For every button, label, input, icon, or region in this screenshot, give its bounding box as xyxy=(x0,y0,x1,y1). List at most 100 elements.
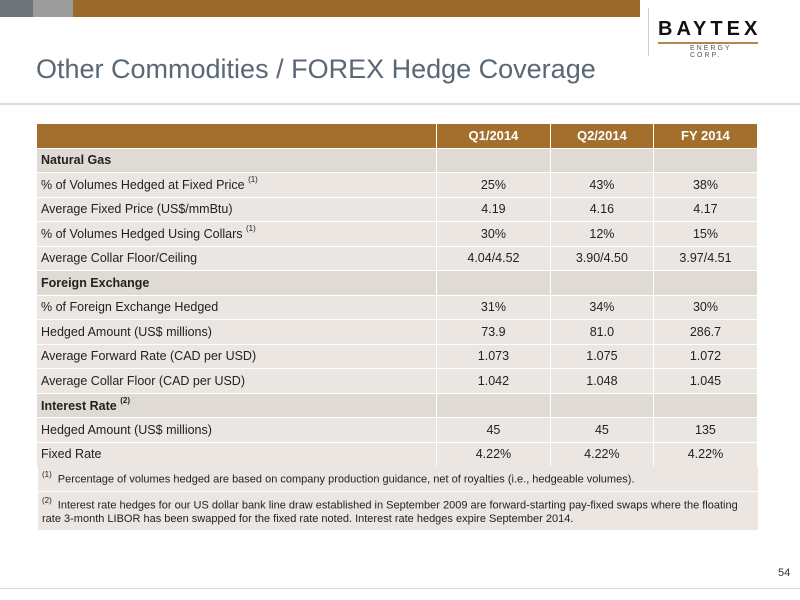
table-row: Average Collar Floor (CAD per USD) 1.042 1… xyxy=(35,368,759,394)
row-label: Average Fixed Price (US$/mmBtu) xyxy=(35,196,438,222)
value-cell: 73.9 xyxy=(436,319,551,345)
footnote-ref: (1) xyxy=(245,224,256,234)
page-title: Other Commodities / FOREX Hedge Coverage xyxy=(36,54,596,84)
value-cell xyxy=(652,270,759,296)
row-label: Average Forward Rate (CAD per USD) xyxy=(35,343,438,369)
row-label-text: Average Collar Floor (CAD per USD) xyxy=(41,373,245,388)
value-cell: 30% xyxy=(436,221,551,247)
table-row: % of Foreign Exchange Hedged 31% 34% 30% xyxy=(35,294,759,320)
value-cell: 30% xyxy=(652,294,759,320)
table-section-row: Foreign Exchange xyxy=(35,270,759,296)
banner-block-dark xyxy=(0,0,33,17)
value-cell: 4.17 xyxy=(652,196,759,222)
value-cell: 1.048 xyxy=(549,368,654,394)
table-section-row: Natural Gas xyxy=(35,147,759,173)
value-cell: 34% xyxy=(549,294,654,320)
value-cell xyxy=(436,392,551,418)
top-banner xyxy=(0,0,640,17)
value-cell: 12% xyxy=(549,221,654,247)
value-cell: 3.90/4.50 xyxy=(549,245,654,271)
value-cell: 4.04/4.52 xyxy=(436,245,551,271)
row-label-text: Foreign Exchange xyxy=(41,275,150,290)
value-cell: 38% xyxy=(652,172,759,198)
value-cell: 4.22% xyxy=(652,441,759,467)
table-header-row: Q1/2014 Q2/2014 FY 2014 xyxy=(35,123,759,149)
value-cell: 286.7 xyxy=(652,319,759,345)
row-label-text: % of Foreign Exchange Hedged xyxy=(41,300,219,315)
row-label: % of Volumes Hedged Using Collars (1) xyxy=(35,221,438,247)
footnote: (1) Percentage of volumes hedged are base… xyxy=(38,466,758,492)
page-number: 54 xyxy=(778,567,791,579)
row-label: Fixed Rate xyxy=(35,441,438,467)
value-cell: 1.042 xyxy=(436,368,551,394)
row-label-text: Fixed Rate xyxy=(41,447,102,462)
footnote-text: Interest rate hedges for our US dollar b… xyxy=(42,499,738,526)
value-cell: 31% xyxy=(436,294,551,320)
row-label: Hedged Amount (US$ millions) xyxy=(35,319,438,345)
footer-divider xyxy=(0,588,800,589)
value-cell: 135 xyxy=(652,417,759,443)
row-label: Average Collar Floor (CAD per USD) xyxy=(35,368,438,394)
table-row: Fixed Rate 4.22% 4.22% 4.22% xyxy=(35,441,759,467)
table-row: Average Fixed Price (US$/mmBtu) 4.19 4.16 4… xyxy=(35,196,759,222)
logo-rule xyxy=(658,42,758,44)
row-label: Natural Gas xyxy=(35,147,438,173)
header-cell-q2: Q2/2014 xyxy=(549,123,654,149)
row-label-text: Hedged Amount (US$ millions) xyxy=(41,324,212,339)
row-label-text: % of Volumes Hedged at Fixed Price xyxy=(41,178,249,193)
value-cell: 1.073 xyxy=(436,343,551,369)
table-section-row: Interest Rate (2) xyxy=(35,392,759,418)
row-label: Hedged Amount (US$ millions) xyxy=(35,417,438,443)
table-row: % of Volumes Hedged at Fixed Price (1) 25… xyxy=(35,172,759,198)
table-body: Natural Gas % of Volumes Hedged at Fixed … xyxy=(35,147,759,467)
value-cell xyxy=(549,147,654,173)
value-cell: 1.075 xyxy=(549,343,654,369)
title-divider xyxy=(0,103,800,105)
header-cell-fy: FY 2014 xyxy=(652,123,759,149)
row-label: Interest Rate (2) xyxy=(35,392,438,418)
banner-block-grey xyxy=(33,0,73,17)
footnote-ref: (1) xyxy=(248,175,258,185)
hedge-table: Q1/2014 Q2/2014 FY 2014 Natural Gas % of … xyxy=(35,123,759,467)
row-label: % of Foreign Exchange Hedged xyxy=(35,294,438,320)
row-label-text: % of Volumes Hedged Using Collars xyxy=(41,227,246,242)
table-row: Average Collar Floor/Ceiling 4.04/4.52 3.9… xyxy=(35,245,759,271)
footnote-marker: (2) xyxy=(42,495,52,505)
value-cell: 4.22% xyxy=(436,441,551,467)
value-cell: 45 xyxy=(549,417,654,443)
row-label-text: Average Collar Floor/Ceiling xyxy=(41,251,198,266)
row-label: Foreign Exchange xyxy=(35,270,438,296)
value-cell: 45 xyxy=(436,417,551,443)
footnote-marker: (1) xyxy=(42,470,52,479)
company-logo: BAYTEX ENERGY CORP. xyxy=(648,8,766,59)
value-cell: 81.0 xyxy=(549,319,654,345)
table-row: Average Forward Rate (CAD per USD) 1.073 1… xyxy=(35,343,759,369)
table-row: Hedged Amount (US$ millions) 73.9 81.0 286.… xyxy=(35,319,759,345)
value-cell: 1.045 xyxy=(652,368,759,394)
value-cell: 15% xyxy=(652,221,759,247)
value-cell xyxy=(652,392,759,418)
value-cell xyxy=(549,270,654,296)
value-cell xyxy=(549,392,654,418)
value-cell: 1.072 xyxy=(652,343,759,369)
value-cell xyxy=(652,147,759,173)
row-label-text: Average Fixed Price (US$/mmBtu) xyxy=(41,202,233,217)
value-cell: 4.22% xyxy=(549,441,654,467)
value-cell: 4.19 xyxy=(436,196,551,222)
value-cell: 4.16 xyxy=(549,196,654,222)
footnote-ref: (2) xyxy=(120,395,130,405)
row-label: Average Collar Floor/Ceiling xyxy=(35,245,438,271)
row-label-text: Natural Gas xyxy=(41,153,112,168)
value-cell: 3.97/4.51 xyxy=(652,245,759,271)
footnote-text: Percentage of volumes hedged are based o… xyxy=(57,473,635,486)
header-cell-q1: Q1/2014 xyxy=(436,123,551,149)
row-label-text: Interest Rate xyxy=(41,398,121,413)
footnote: (2) Interest rate hedges for our US dolla… xyxy=(38,492,758,532)
value-cell: 43% xyxy=(549,172,654,198)
header-cell-blank xyxy=(35,123,438,149)
value-cell: 25% xyxy=(436,172,551,198)
logo-wordmark: BAYTEX xyxy=(658,18,762,40)
logo-divider xyxy=(648,8,649,56)
value-cell xyxy=(436,147,551,173)
table-row: Hedged Amount (US$ millions) 45 45 135 xyxy=(35,417,759,443)
